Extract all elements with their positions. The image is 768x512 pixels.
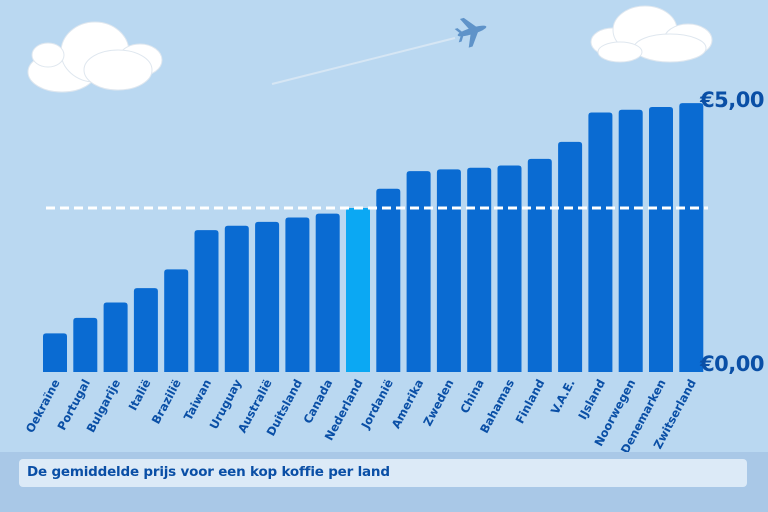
x-tick-label: China <box>457 377 487 416</box>
contrail <box>271 37 456 85</box>
bar-18 <box>588 112 613 372</box>
bar-2 <box>103 302 128 372</box>
bar-14 <box>467 167 492 372</box>
x-tick-label: IJsland <box>575 377 608 422</box>
bar-21 <box>679 103 704 373</box>
bar-19 <box>618 109 643 373</box>
bar-8 <box>285 217 310 372</box>
bar-12 <box>406 171 431 372</box>
bar-4 <box>164 269 189 372</box>
bar-1 <box>73 317 98 372</box>
bar-20 <box>649 107 673 372</box>
cloud-icon <box>27 21 163 93</box>
cloud-icon <box>590 5 713 63</box>
x-tick-label: Taiwan <box>181 377 214 423</box>
airplane-icon <box>454 17 487 48</box>
x-tick-label: Brazilië <box>149 377 184 427</box>
bar-0 <box>43 333 67 372</box>
bar-10 <box>346 208 370 372</box>
bar-11 <box>376 188 401 372</box>
bar-9 <box>315 213 340 372</box>
x-tick-label: Italië <box>126 377 154 413</box>
caption-box: De gemiddelde prijs voor een kop koffie … <box>19 459 747 487</box>
y-axis-bottom-label: €0,00 <box>700 352 764 376</box>
bar-15 <box>497 165 522 372</box>
bar-17 <box>558 141 583 372</box>
bar-16 <box>527 158 552 372</box>
y-axis-top-label: €5,00 <box>700 88 764 112</box>
bars-group <box>43 103 704 373</box>
bar-13 <box>436 169 461 372</box>
x-tick-label: V.A.E. <box>548 377 578 417</box>
chart-caption: De gemiddelde prijs voor een kop koffie … <box>27 464 390 480</box>
x-tick-label: Finland <box>513 377 548 426</box>
bar-3 <box>133 288 158 372</box>
bar-5 <box>194 230 219 372</box>
bar-6 <box>224 225 249 372</box>
bar-7 <box>255 221 280 372</box>
x-tick-label: Zweden <box>420 377 456 429</box>
